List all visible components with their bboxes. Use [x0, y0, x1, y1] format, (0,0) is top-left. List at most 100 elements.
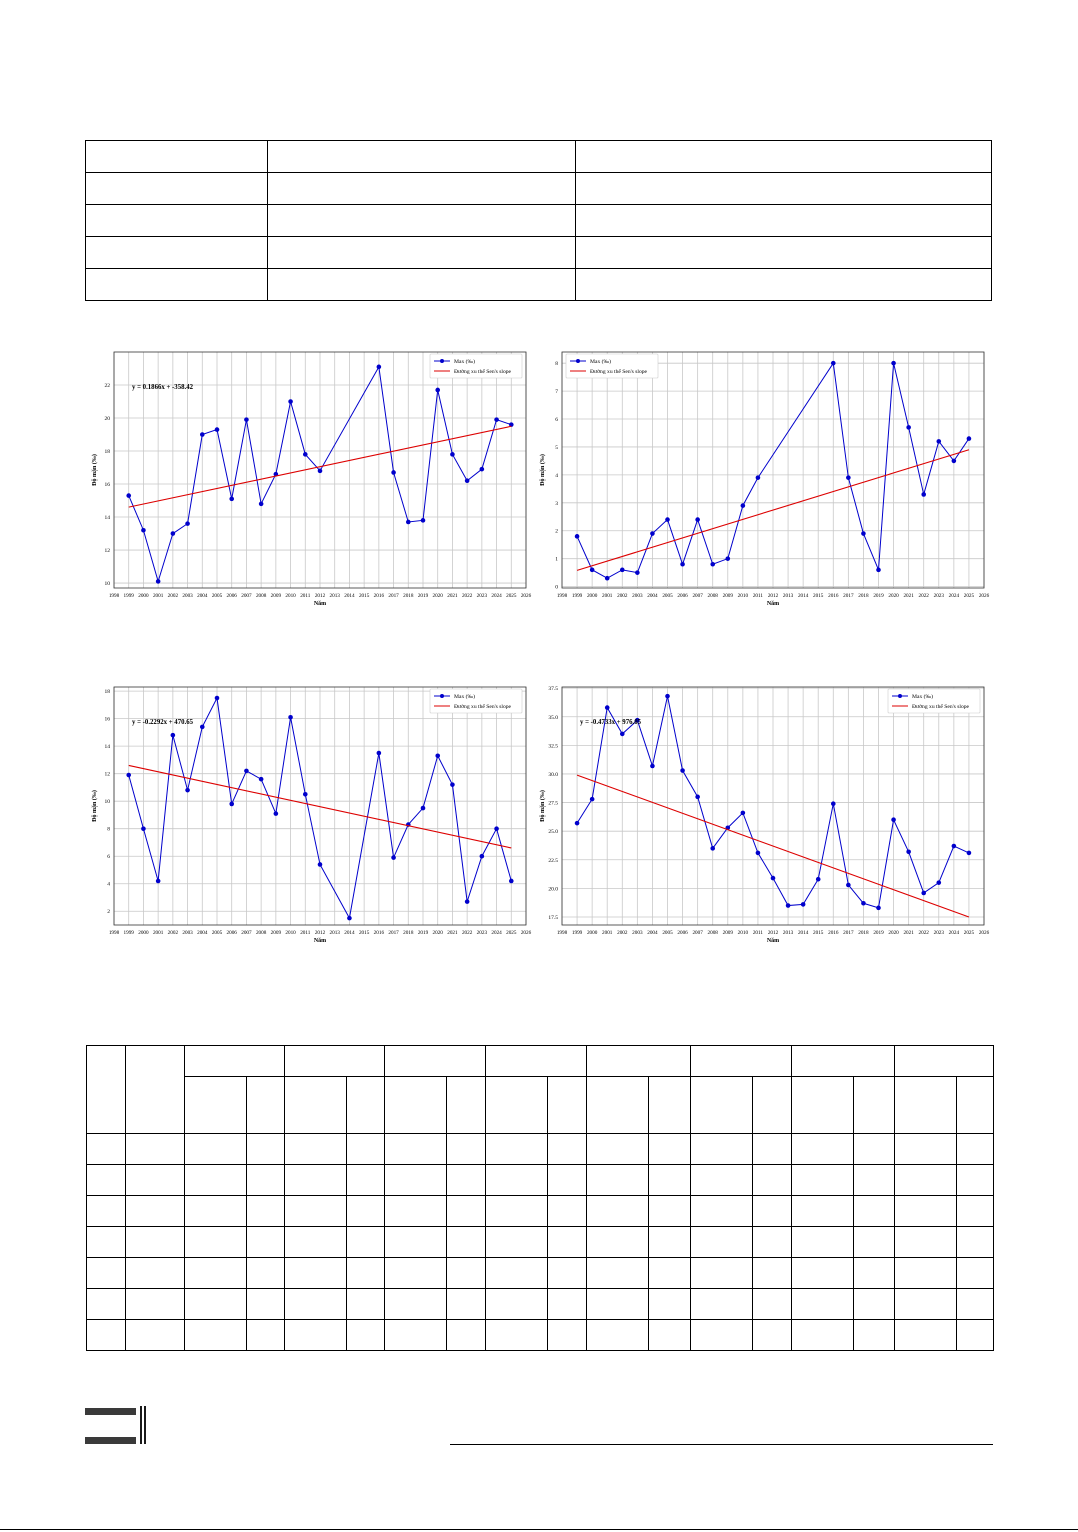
table-cell	[894, 1164, 957, 1196]
data-point	[273, 811, 279, 816]
data-point	[420, 518, 426, 523]
table-cell	[956, 1133, 994, 1165]
data-point	[479, 853, 485, 859]
table-cell	[894, 1288, 957, 1320]
data-point	[770, 875, 776, 881]
x-tick-label: 2017	[388, 930, 399, 936]
legend-label: Đường xu thế Sen's slope	[590, 368, 648, 375]
table-cell	[125, 1257, 185, 1289]
x-tick-label: 2015	[813, 593, 824, 599]
data-point	[317, 468, 323, 474]
table-row	[86, 1195, 994, 1227]
data-point	[635, 570, 640, 575]
x-tick-label: 2024	[949, 593, 960, 599]
y-tick-label: 8	[107, 827, 110, 833]
table-row	[86, 1226, 994, 1258]
data-point	[830, 360, 836, 366]
data-point	[508, 422, 514, 427]
table-cell	[346, 1226, 385, 1258]
data-point	[815, 876, 821, 882]
data-point	[846, 475, 851, 480]
table-header-cell	[791, 1045, 895, 1077]
legend-label: Max (‰)	[454, 358, 475, 365]
table-cell	[125, 1319, 185, 1351]
salinity-chart-3: 1998 1999 2000 2001 2002 2003 2004 2005 2006 2007…	[90, 675, 532, 945]
y-tick-label: 14	[105, 515, 111, 521]
x-tick-label: 2018	[858, 593, 869, 599]
x-tick-label: 2022	[919, 930, 930, 936]
x-tick-label: 2012	[768, 930, 779, 936]
x-tick-label: 2005	[212, 930, 223, 936]
x-tick-label: 2008	[708, 930, 719, 936]
data-point	[464, 899, 470, 904]
table-cell	[384, 1319, 447, 1351]
data-point	[155, 878, 161, 884]
table-cell	[586, 1257, 649, 1289]
table-cell	[547, 1319, 587, 1351]
x-tick-label: 2020	[888, 930, 899, 936]
x-tick-label: 2012	[315, 593, 326, 599]
x-tick-label: 2025	[964, 593, 975, 599]
table-cell	[184, 1195, 247, 1227]
data-point	[740, 503, 746, 508]
y-tick-label: 2	[555, 529, 558, 535]
table-cell	[853, 1257, 895, 1289]
legend-label: Max (‰)	[454, 693, 475, 700]
y-tick-label: 8	[555, 361, 558, 367]
table-cell	[956, 1288, 994, 1320]
table-cell	[86, 1195, 126, 1227]
y-tick-label: 20	[105, 416, 111, 422]
table-row	[85, 204, 992, 237]
table-cell	[586, 1288, 649, 1320]
table-row	[85, 140, 992, 173]
table-cell	[384, 1164, 447, 1196]
legend-marker	[440, 694, 444, 698]
table-cell	[284, 1319, 347, 1351]
data-point	[710, 561, 716, 567]
y-tick-label: 16	[105, 482, 111, 488]
x-tick-label: 2013	[330, 593, 341, 599]
x-tick-label: 2024	[491, 930, 502, 936]
x-tick-label: 2005	[662, 593, 673, 599]
data-point	[170, 531, 176, 536]
x-tick-label: 2006	[227, 930, 238, 936]
x-tick-label: 2001	[602, 930, 613, 936]
data-point	[589, 567, 595, 573]
table-cell	[384, 1257, 447, 1289]
data-point	[635, 717, 640, 723]
x-tick-label: 2015	[813, 930, 824, 936]
table-cell	[752, 1133, 792, 1165]
data-point	[508, 878, 514, 884]
x-tick-label: 2026	[979, 930, 990, 936]
y-tick-label: 2	[107, 909, 110, 915]
table-cell	[575, 236, 992, 269]
x-tick-label: 2001	[602, 593, 613, 599]
data-point	[288, 714, 293, 720]
table-header-cell	[586, 1076, 649, 1134]
table-cell	[853, 1319, 895, 1351]
x-tick-label: 2024	[949, 930, 960, 936]
table-cell	[284, 1226, 347, 1258]
data-point	[665, 693, 670, 699]
table-cell	[956, 1195, 994, 1227]
y-tick-label: 35.0	[548, 715, 558, 721]
table-header-cell	[485, 1045, 587, 1077]
table-header-cell	[547, 1076, 587, 1134]
x-tick-label: 2014	[798, 930, 809, 936]
y-tick-label: 3	[555, 501, 558, 507]
data-point	[302, 792, 308, 797]
x-tick-label: 2021	[903, 930, 914, 936]
table-header-cell	[125, 1045, 185, 1134]
table-cell	[125, 1195, 185, 1227]
table-cell	[346, 1164, 385, 1196]
x-tick-label: 2026	[521, 593, 532, 599]
y-tick-label: 16	[105, 717, 111, 723]
table-cell	[752, 1257, 792, 1289]
data-point	[604, 575, 610, 581]
max-salinity-line	[128, 365, 512, 584]
y-axis-label: Độ mặn (‰)	[539, 454, 546, 486]
data-point	[376, 750, 382, 756]
data-point	[199, 724, 205, 730]
table-cell	[648, 1319, 691, 1351]
x-tick-label: 1998	[109, 593, 120, 599]
